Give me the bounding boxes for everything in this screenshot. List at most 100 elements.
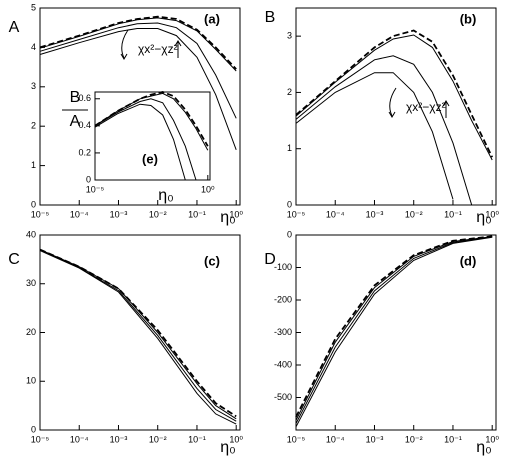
- x-axis-label: η₀: [158, 187, 174, 204]
- curve: [295, 29, 494, 158]
- y-tick-label: 5: [31, 2, 36, 12]
- y-tick-label: -500: [274, 392, 292, 402]
- x-axis-label: η₀: [476, 439, 492, 456]
- y-tick-label: 10: [26, 376, 36, 386]
- y-tick-label: 40: [26, 229, 36, 239]
- curve: [94, 92, 209, 151]
- x-axis-label: η₀: [476, 209, 492, 226]
- x-tick-label: 10⁻²: [405, 209, 423, 219]
- panel-label: (b): [460, 11, 477, 26]
- curve: [39, 250, 237, 425]
- x-tick-label: 10⁻¹: [444, 434, 462, 444]
- y-tick-label: -200: [274, 294, 292, 304]
- curve: [39, 249, 237, 420]
- y-tick-label: 0: [86, 174, 91, 184]
- annotation: χx²−χz²: [138, 42, 178, 56]
- x-tick-label: 10⁰: [229, 434, 243, 444]
- curve: [39, 22, 237, 119]
- y-tick-label: 0.6: [78, 93, 91, 103]
- y-axis-label-top: B: [70, 89, 81, 106]
- curve: [94, 98, 197, 181]
- x-tick-label: 10⁰: [485, 209, 499, 219]
- x-tick-label: 10⁻¹: [444, 209, 462, 219]
- arrow-down-a: [121, 29, 129, 59]
- y-tick-label: 0.2: [78, 147, 91, 157]
- curve: [295, 236, 493, 424]
- y-axis-label: A: [9, 19, 20, 36]
- x-tick-label: 10⁰: [201, 184, 215, 194]
- x-tick-label: 10⁻¹: [188, 209, 206, 219]
- y-tick-label: 1: [287, 143, 292, 153]
- x-tick-label: 10⁻²: [149, 209, 167, 219]
- x-axis-label: η₀: [220, 209, 236, 226]
- curve: [295, 236, 493, 421]
- panel-label: (d): [460, 253, 477, 268]
- arrow-head: [120, 53, 128, 60]
- curve: [39, 17, 237, 72]
- annotation: χx²−χz²: [406, 100, 446, 114]
- arrows: [62, 29, 450, 118]
- curve: [295, 235, 493, 418]
- curve: [39, 15, 237, 70]
- axes-frame: [295, 7, 497, 206]
- x-tick-label: 10⁻⁵: [31, 209, 50, 219]
- y-tick-label: -400: [274, 359, 292, 369]
- panel-label: (a): [204, 11, 220, 26]
- y-tick-label: -100: [274, 262, 292, 272]
- panel-label: (c): [204, 253, 220, 268]
- y-tick-label: 4: [31, 42, 36, 52]
- y-axis-label-bottom: A: [70, 113, 81, 130]
- x-tick-label: 10⁻³: [366, 434, 384, 444]
- x-tick-label: 10⁻¹: [188, 434, 206, 444]
- x-axis-label: η₀: [220, 439, 236, 456]
- y-axis-label: B: [265, 9, 276, 26]
- curve: [94, 91, 209, 147]
- y-tick-label: 2: [31, 121, 36, 131]
- x-tick-label: 10⁻⁴: [326, 434, 345, 444]
- x-tick-label: 10⁻²: [149, 434, 167, 444]
- curve: [94, 103, 186, 181]
- y-tick-label: 3: [287, 31, 292, 41]
- y-tick-label: 3: [31, 81, 36, 91]
- y-axis-label: C: [8, 251, 20, 268]
- y-axis-label: D: [264, 251, 276, 268]
- arrow-down-b: [389, 87, 397, 117]
- y-tick-label: 0.4: [78, 120, 91, 130]
- curve: [295, 236, 493, 428]
- x-tick-label: 10⁻⁵: [287, 434, 306, 444]
- panel-label: (e): [142, 151, 158, 166]
- x-tick-label: 10⁻³: [366, 209, 384, 219]
- y-tick-label: 0: [31, 199, 36, 209]
- x-tick-label: 10⁻³: [110, 209, 128, 219]
- arrow-up-a: [174, 40, 182, 58]
- curve: [39, 248, 237, 418]
- curve: [295, 72, 454, 200]
- axes-frame: [39, 7, 241, 206]
- y-tick-label: 2: [287, 87, 292, 97]
- y-tick-label: 30: [26, 278, 36, 288]
- x-tick-label: 10⁻⁴: [326, 209, 345, 219]
- x-tick-label: 10⁻⁵: [287, 209, 306, 219]
- x-tick-label: 10⁰: [229, 209, 243, 219]
- x-tick-label: 10⁻²: [405, 434, 423, 444]
- x-tick-label: 10⁻³: [110, 434, 128, 444]
- curve: [295, 55, 473, 206]
- y-tick-label: 1: [31, 160, 36, 170]
- arrow-head: [388, 111, 396, 118]
- y-tick-label: 20: [26, 327, 36, 337]
- y-tick-label: 0: [287, 199, 292, 209]
- x-tick-label: 10⁻⁵: [86, 184, 105, 194]
- x-tick-label: 10⁻⁴: [70, 209, 89, 219]
- y-tick-label: -300: [274, 327, 292, 337]
- x-tick-label: 10⁻⁴: [70, 434, 89, 444]
- curve: [295, 34, 493, 161]
- arrow-up-b: [442, 100, 450, 118]
- axes-frame: [94, 91, 211, 181]
- x-tick-label: 10⁻⁵: [31, 434, 50, 444]
- curve: [39, 28, 237, 150]
- y-tick-label: 0: [31, 424, 36, 434]
- x-tick-label: 10⁰: [485, 434, 499, 444]
- inset-bg: [95, 92, 210, 180]
- y-tick-label: 0: [287, 229, 292, 239]
